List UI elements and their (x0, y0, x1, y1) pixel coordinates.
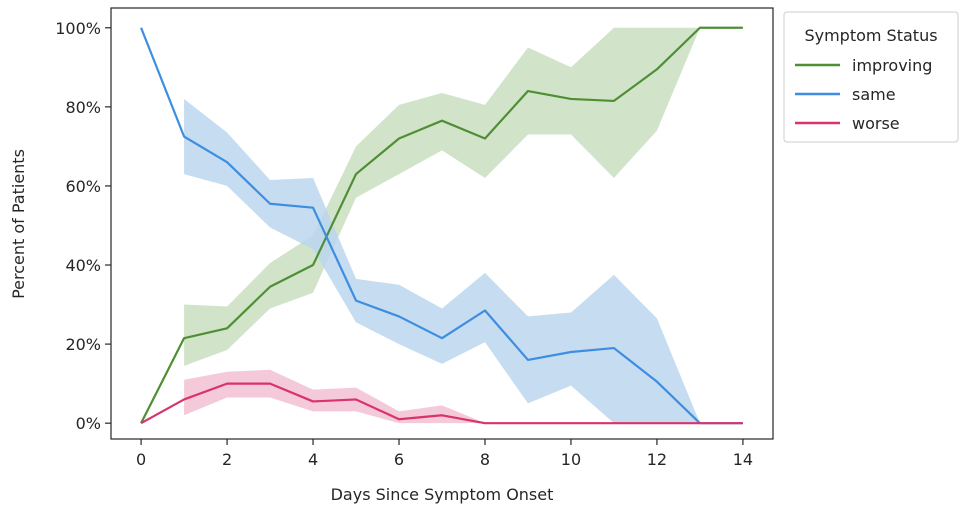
x-axis-title: Days Since Symptom Onset (331, 485, 554, 504)
series-lines (140, 26, 743, 425)
legend-label-improving: improving (852, 56, 932, 75)
confidence-bands (184, 27, 743, 424)
x-tick-label: 6 (394, 450, 404, 469)
legend-label-same: same (852, 85, 896, 104)
plot-frame (110, 7, 774, 440)
y-tick-label: 20% (65, 335, 101, 354)
line-worse (140, 382, 743, 425)
x-tick-label: 0 (136, 450, 146, 469)
x-tick-label: 10 (561, 450, 581, 469)
x-tick-label: 12 (647, 450, 667, 469)
line-same (140, 27, 743, 425)
x-axis: 0 2 4 6 8 10 12 14 (136, 439, 753, 469)
line-improving (140, 26, 743, 424)
y-tick-label: 80% (65, 98, 101, 117)
band-same (184, 98, 743, 424)
y-tick-label: 0% (76, 414, 101, 433)
x-tick-label: 8 (480, 450, 490, 469)
y-tick-label: 100% (55, 19, 101, 38)
y-axis-title: Percent of Patients (9, 149, 28, 299)
x-tick-label: 4 (308, 450, 318, 469)
legend: Symptom Status improving same worse (783, 11, 959, 143)
y-tick-label: 40% (65, 256, 101, 275)
band-improving (184, 27, 743, 366)
x-tick-label: 2 (222, 450, 232, 469)
y-tick-label: 60% (65, 177, 101, 196)
legend-box (783, 11, 959, 143)
band-worse (184, 369, 743, 424)
y-axis: 0% 20% 40% 60% 80% 100% (55, 19, 111, 433)
x-tick-label: 14 (733, 450, 753, 469)
legend-label-worse: worse (852, 114, 900, 133)
legend-title: Symptom Status (804, 26, 937, 45)
